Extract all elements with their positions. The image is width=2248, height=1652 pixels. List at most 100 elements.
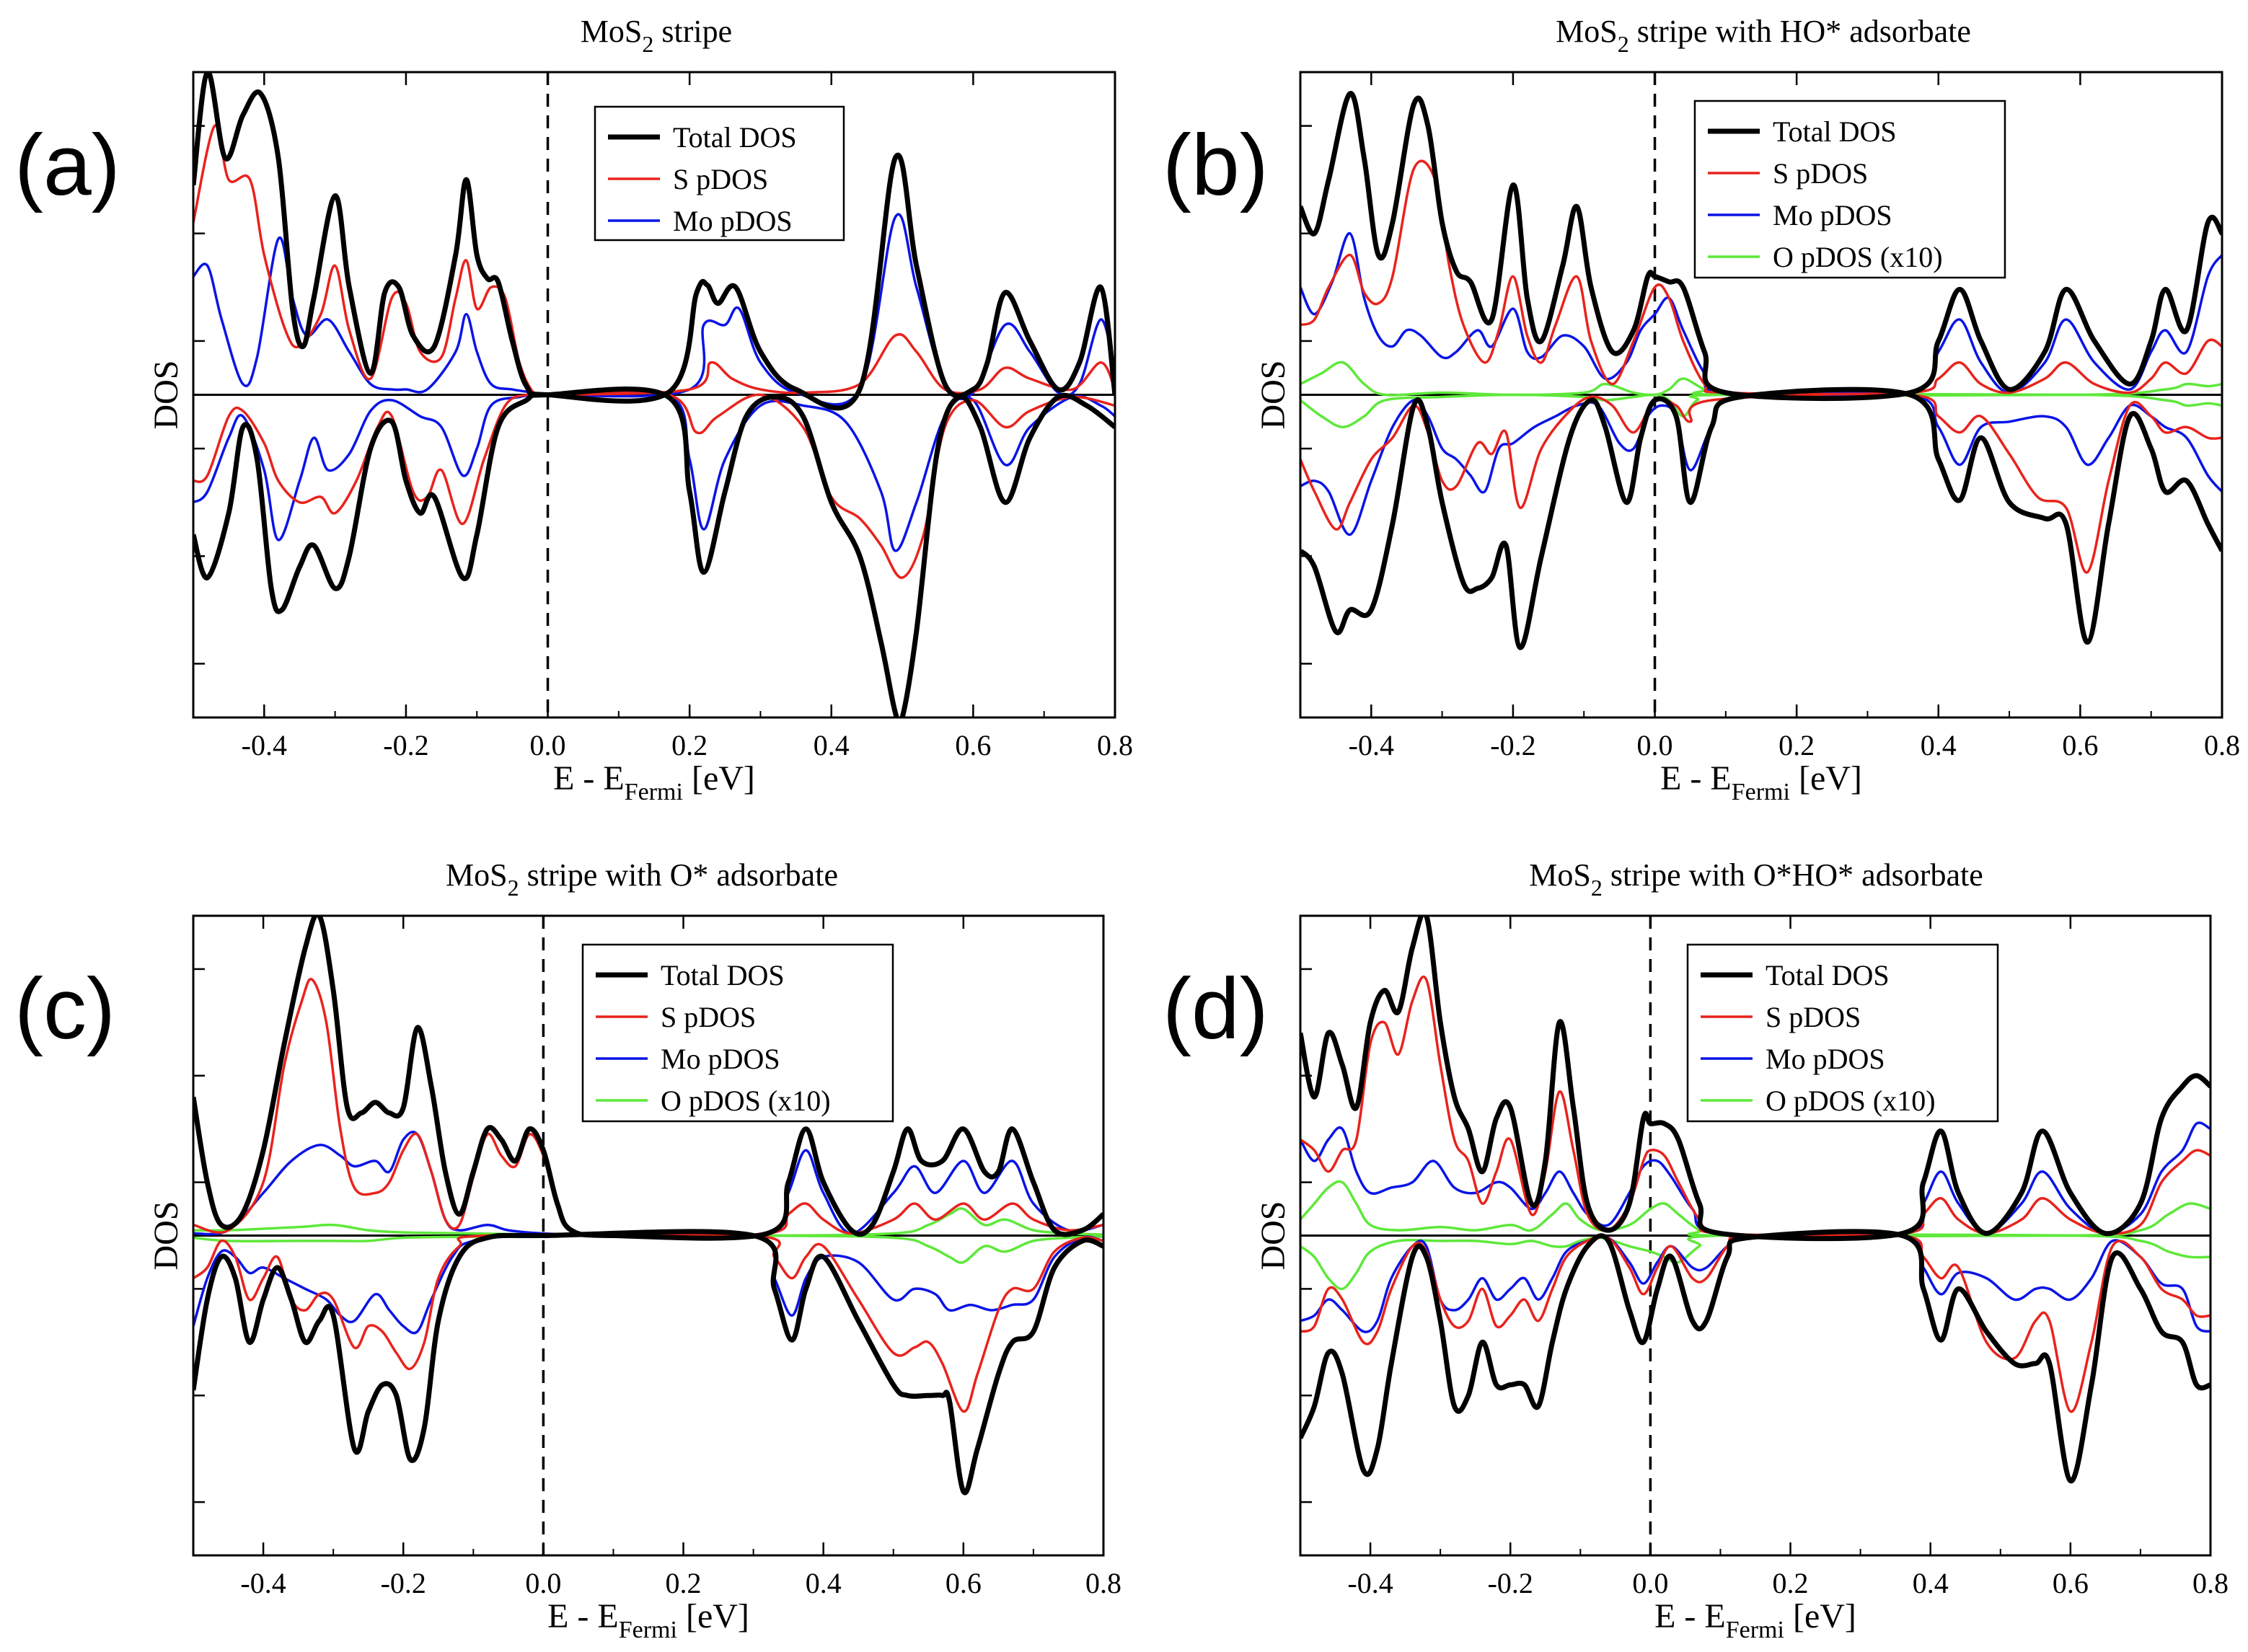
title-subscript: 2	[508, 875, 519, 901]
legend-label-s: S pDOS	[661, 1001, 756, 1033]
plot-frame	[1299, 71, 2223, 719]
legend-label-total: Total DOS	[1766, 959, 1890, 991]
series-line-total-up	[193, 72, 1115, 411]
panel-letter: (d)	[1163, 960, 1269, 1057]
panel-title: MoS2 stripe with HO* adsorbate	[1556, 14, 1971, 57]
panel-letter: (b)	[1163, 117, 1269, 213]
series-line-mo-down	[1300, 1231, 2210, 1333]
series-line-s-up	[1300, 159, 2222, 396]
x-axis-title-unit: [eV]	[683, 759, 755, 798]
legend-label-o: O pDOS (x10)	[1773, 241, 1943, 273]
x-tick-label: 0.2	[671, 729, 708, 761]
x-axis-title-main: E - E	[1654, 1597, 1726, 1635]
x-tick-label: 0.8	[1085, 1567, 1121, 1599]
x-axis-title-main: E - E	[553, 759, 625, 798]
series-line-total-up	[193, 916, 1103, 1241]
legend-label-mo: Mo pDOS	[661, 1043, 780, 1075]
title-rest: stripe with O*HO* adsorbate	[1603, 857, 1983, 893]
legend-label-total: Total DOS	[673, 121, 797, 154]
legend-label-total: Total DOS	[661, 959, 785, 991]
series-line-o-down	[1300, 1233, 2210, 1291]
x-tick-label: 0.6	[955, 729, 991, 761]
x-axis-title-unit: [eV]	[1784, 1597, 1856, 1635]
x-axis-title-subscript: Fermi	[619, 1617, 677, 1643]
legend-box	[594, 105, 845, 242]
y-axis-title: DOS	[147, 360, 185, 429]
legend-label-s: S pDOS	[1766, 1001, 1861, 1033]
panel-a: MoS2 stripe (a) -0.4 -0.2 0.0 0.2 0.4 0.6 0.8 E -…	[14, 14, 1133, 805]
series-line-total-down	[1300, 387, 2222, 650]
x-tick-label: 0.4	[1913, 1567, 1949, 1599]
x-axis-title-subscript: Fermi	[1726, 1617, 1784, 1643]
title-main: MoS	[1556, 14, 1618, 49]
x-axis-title-subscript: Fermi	[1732, 779, 1790, 805]
series-line-s-down	[1300, 1232, 2210, 1413]
title-main: MoS	[446, 857, 508, 893]
legend-label-mo: Mo pDOS	[673, 205, 793, 237]
x-tick-label: 0.6	[2053, 1567, 2089, 1599]
panel-letter: (c)	[14, 960, 115, 1057]
series-line-o-up	[1300, 361, 2222, 397]
panel-title: MoS2 stripe	[581, 14, 732, 57]
panel-title: MoS2 stripe with O* adsorbate	[446, 857, 838, 901]
series-line-o-up	[1300, 1180, 2210, 1238]
x-axis-title-subscript: Fermi	[625, 779, 683, 805]
legend-label-o: O pDOS (x10)	[1766, 1085, 1936, 1117]
plot-frame	[192, 71, 1116, 719]
series-line-mo-down	[1300, 390, 2222, 536]
x-tick-label: -0.4	[242, 729, 287, 761]
series-line-total-down	[1300, 1229, 2210, 1484]
title-main: MoS	[1529, 857, 1591, 893]
x-tick-label: -0.4	[1349, 729, 1394, 761]
x-axis-title: E - EFermi [eV]	[1660, 759, 1862, 805]
title-rest: stripe	[653, 14, 732, 49]
legend-label-mo: Mo pDOS	[1766, 1043, 1885, 1075]
series-line-o-down	[193, 1234, 1103, 1264]
x-tick-label: 0.0	[530, 729, 566, 761]
series-line-total-up	[1300, 91, 2222, 402]
series-line-mo-up	[1300, 231, 2222, 398]
legend: Total DOS S pDOS Mo pDOS	[594, 105, 845, 242]
x-tick-label: 0.8	[1097, 729, 1133, 761]
x-axis-title-main: E - E	[1660, 759, 1732, 798]
x-tick-label: -0.2	[381, 1567, 426, 1599]
series-line-o-down	[1300, 392, 2222, 428]
series-line-mo-up	[193, 1131, 1103, 1239]
x-tick-label: 0.0	[1637, 729, 1673, 761]
x-tick-label: 0.4	[814, 729, 850, 761]
x-tick-label: 0.6	[946, 1567, 982, 1599]
x-tick-label: -0.2	[1490, 729, 1535, 761]
legend: Total DOS S pDOS Mo pDOS O pDOS (x10)	[1693, 100, 2006, 279]
title-subscript: 2	[1591, 875, 1603, 901]
x-tick-label: -0.4	[1347, 1567, 1393, 1599]
x-tick-label: 0.8	[2204, 729, 2240, 761]
x-axis-title: E - EFermi [eV]	[1654, 1597, 1856, 1643]
x-axis-title: E - EFermi [eV]	[553, 759, 755, 805]
x-tick-label: 0.2	[1778, 729, 1815, 761]
x-tick-label: -0.2	[383, 729, 428, 761]
x-tick-label: 0.6	[2062, 729, 2098, 761]
plot-frame	[192, 914, 1105, 1557]
panel-b: MoS2 stripe with HO* adsorbate (b) -0.4 -0.…	[1163, 14, 2240, 805]
panel-c: MoS2 stripe with O* adsorbate (c) -0.4 -0.2…	[14, 857, 1121, 1643]
x-tick-label: -0.2	[1488, 1567, 1533, 1599]
x-tick-label: 0.4	[806, 1567, 842, 1599]
x-tick-label: 0.2	[666, 1567, 702, 1599]
legend-label-total: Total DOS	[1773, 115, 1897, 148]
x-axis-title-main: E - E	[547, 1597, 619, 1635]
y-axis-title: DOS	[1254, 360, 1292, 429]
x-tick-label: 0.0	[525, 1567, 561, 1599]
plot-frame	[1299, 914, 2212, 1557]
y-axis-title: DOS	[147, 1201, 185, 1270]
legend-label-o: O pDOS (x10)	[661, 1085, 831, 1117]
legend-label-s: S pDOS	[1773, 157, 1868, 190]
legend: Total DOS S pDOS Mo pDOS O pDOS (x10)	[1686, 943, 1999, 1123]
x-axis-title: E - EFermi [eV]	[547, 1597, 749, 1643]
panel-letter: (a)	[14, 117, 120, 213]
x-tick-label: 0.2	[1773, 1567, 1809, 1599]
legend-label-s: S pDOS	[673, 163, 768, 195]
series-line-s-up	[193, 977, 1103, 1237]
series-line-total-down	[193, 387, 1115, 717]
title-main: MoS	[581, 14, 643, 49]
